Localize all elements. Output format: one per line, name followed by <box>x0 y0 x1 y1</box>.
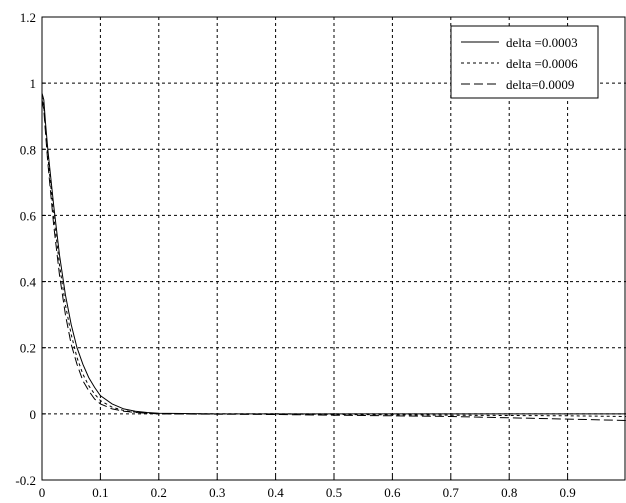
x-tick-label: 0.1 <box>92 485 108 500</box>
grid-lines <box>42 17 626 480</box>
y-tick-label: 0.2 <box>20 341 36 356</box>
x-tick-label: 0 <box>39 485 46 500</box>
x-tick-label: 0.8 <box>501 485 517 500</box>
legend-label: delta =0.0006 <box>506 56 578 71</box>
legend-box <box>450 25 599 99</box>
y-tick-label: 0.6 <box>20 208 37 223</box>
series-lines <box>41 92 626 421</box>
legend: delta =0.0003 delta =0.0006 delta=0.0009 <box>450 25 599 99</box>
series-line-1 <box>41 92 626 415</box>
x-tick-label: 0.2 <box>151 485 167 500</box>
x-tick-label: 0.5 <box>326 485 342 500</box>
legend-label: delta=0.0009 <box>506 77 574 92</box>
legend-label: delta =0.0003 <box>506 35 578 50</box>
x-tick-label: 0.3 <box>209 485 225 500</box>
y-tick-label: 0.4 <box>20 275 37 290</box>
series-line-3 <box>41 99 626 421</box>
x-tick-label: 0.6 <box>384 485 401 500</box>
series-line-2 <box>41 96 626 417</box>
y-tick-label: -0.2 <box>15 473 36 488</box>
y-tick-label: 1 <box>30 76 37 91</box>
y-axis-ticks: -0.2 0 0.2 0.4 0.6 0.8 1 1.2 <box>15 10 46 488</box>
x-axis-ticks: 0 0.1 0.2 0.3 0.4 0.5 0.6 0.7 0.8 0.9 <box>39 476 576 500</box>
y-tick-label: 1.2 <box>20 10 36 25</box>
y-tick-label: 0 <box>30 407 37 422</box>
x-tick-label: 0.9 <box>559 485 575 500</box>
y-tick-label: 0.8 <box>20 142 36 157</box>
x-tick-label: 0.4 <box>267 485 284 500</box>
x-tick-label: 0.7 <box>443 485 460 500</box>
